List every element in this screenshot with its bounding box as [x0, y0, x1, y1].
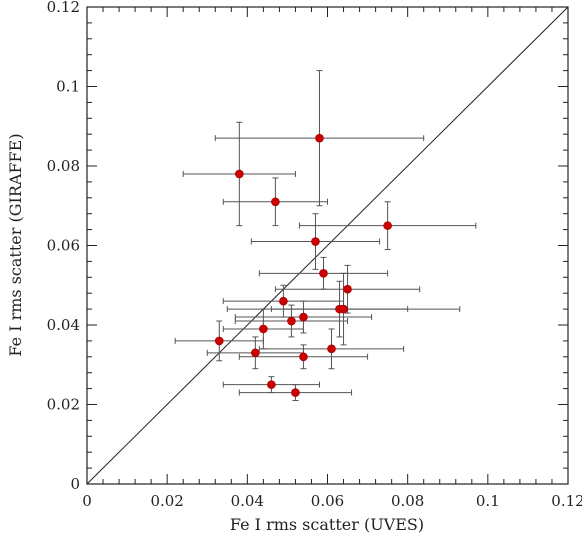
data-point: [291, 388, 300, 397]
x-tick-label: 0.1: [476, 492, 500, 510]
data-point: [299, 312, 308, 322]
x-tick-label: 0.06: [311, 492, 344, 510]
y-tick-label: 0.04: [47, 316, 80, 334]
error-bars: [174, 70, 477, 402]
y-tick-label: 0.12: [47, 0, 80, 16]
axis-ticks: 00 0.02 0.02 0.04 0.04 0.06 0.06 0.08 0.08 0.1 0.1…: [47, 0, 582, 510]
data-point: [315, 133, 324, 143]
data-point: [311, 237, 320, 246]
y-tick-label: 0.06: [47, 237, 80, 255]
data-point: [339, 304, 348, 314]
data-point: [343, 284, 352, 294]
data-point: [383, 221, 392, 230]
x-tick-label: 0.04: [231, 492, 264, 510]
x-tick-label: 0.08: [391, 492, 424, 510]
data-point: [259, 324, 268, 334]
x-tick-label: 0.02: [150, 492, 183, 510]
y-axis-label: Fe I rms scatter (GIRAFFE): [6, 133, 25, 356]
data-point: [287, 316, 296, 326]
data-point: [235, 169, 244, 179]
data-point: [279, 296, 288, 306]
data-point: [299, 352, 308, 362]
data-points: [214, 133, 392, 397]
x-tick-label: 0: [82, 492, 92, 510]
identity-line: [86, 6, 569, 485]
y-tick-label: 0.02: [47, 396, 80, 414]
data-point: [214, 336, 224, 346]
x-axis-label: Fe I rms scatter (UVES): [230, 515, 424, 534]
data-point: [251, 348, 260, 358]
x-tick-label: 0.12: [551, 492, 582, 510]
data-point: [267, 380, 276, 389]
y-tick-label: 0.1: [56, 78, 80, 96]
y-tick-label: 0.08: [47, 157, 80, 175]
data-point: [271, 197, 280, 207]
data-point: [319, 269, 328, 278]
y-tick-label: 0: [70, 475, 80, 493]
data-point: [327, 344, 336, 354]
